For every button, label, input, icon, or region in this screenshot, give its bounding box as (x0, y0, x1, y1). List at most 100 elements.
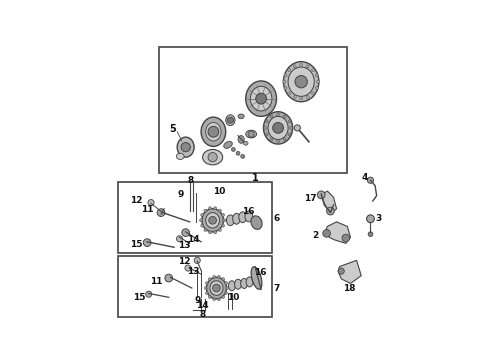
Circle shape (318, 191, 325, 199)
Text: 2: 2 (312, 231, 318, 240)
Ellipse shape (246, 277, 253, 287)
Circle shape (300, 64, 303, 67)
Circle shape (326, 207, 334, 215)
Circle shape (312, 68, 315, 72)
Circle shape (367, 215, 374, 222)
Ellipse shape (226, 115, 235, 126)
Circle shape (218, 275, 220, 278)
Circle shape (204, 228, 207, 231)
Circle shape (218, 228, 221, 231)
Circle shape (338, 268, 344, 274)
Circle shape (300, 97, 303, 100)
Text: 13: 13 (187, 267, 199, 276)
Text: 14: 14 (187, 235, 200, 244)
Ellipse shape (238, 114, 244, 119)
Circle shape (208, 278, 211, 280)
Circle shape (315, 86, 318, 90)
Circle shape (270, 138, 273, 141)
Circle shape (225, 282, 227, 284)
Circle shape (295, 76, 307, 88)
Circle shape (277, 140, 279, 143)
Text: 7: 7 (273, 284, 280, 293)
Circle shape (208, 126, 219, 137)
Ellipse shape (246, 130, 257, 138)
Circle shape (266, 133, 268, 136)
Polygon shape (324, 222, 350, 243)
Ellipse shape (284, 62, 319, 102)
Circle shape (148, 199, 154, 206)
Ellipse shape (288, 67, 314, 96)
Text: 17: 17 (304, 194, 317, 203)
Circle shape (227, 117, 233, 123)
Ellipse shape (251, 267, 262, 289)
Text: 16: 16 (242, 207, 254, 216)
Ellipse shape (226, 215, 234, 226)
Text: 4: 4 (362, 174, 368, 183)
Circle shape (342, 234, 350, 242)
Circle shape (204, 287, 207, 289)
Text: 12: 12 (130, 196, 143, 205)
Ellipse shape (239, 212, 246, 222)
Circle shape (194, 257, 200, 264)
Circle shape (284, 86, 287, 90)
Circle shape (283, 138, 286, 141)
Circle shape (199, 219, 203, 222)
Circle shape (208, 153, 217, 162)
Ellipse shape (224, 141, 232, 148)
Circle shape (231, 148, 235, 152)
Ellipse shape (268, 116, 288, 139)
Circle shape (222, 278, 224, 280)
Text: 12: 12 (178, 257, 191, 266)
Circle shape (288, 133, 291, 136)
Circle shape (306, 65, 309, 68)
Bar (118, 182, 272, 253)
Ellipse shape (176, 153, 184, 159)
Circle shape (368, 177, 373, 183)
Circle shape (315, 74, 318, 77)
Circle shape (157, 209, 165, 216)
Text: 9: 9 (194, 296, 200, 305)
Circle shape (214, 231, 217, 234)
Ellipse shape (250, 86, 272, 111)
Polygon shape (338, 260, 361, 283)
Circle shape (222, 296, 224, 298)
Circle shape (283, 80, 286, 83)
Circle shape (209, 216, 217, 224)
Circle shape (146, 291, 152, 297)
Circle shape (209, 207, 212, 210)
Circle shape (226, 287, 229, 289)
Text: 1: 1 (251, 173, 258, 183)
Circle shape (368, 232, 373, 237)
Circle shape (201, 213, 204, 216)
Ellipse shape (206, 213, 220, 228)
Circle shape (284, 74, 287, 77)
Circle shape (222, 219, 226, 222)
Circle shape (323, 230, 330, 237)
Text: 10: 10 (227, 293, 240, 302)
Circle shape (143, 239, 151, 247)
Text: 5: 5 (169, 125, 176, 134)
Text: 14: 14 (196, 301, 209, 310)
Ellipse shape (233, 213, 241, 224)
Circle shape (270, 115, 273, 118)
Circle shape (294, 125, 300, 131)
Circle shape (209, 231, 212, 234)
Ellipse shape (206, 122, 221, 141)
Text: 18: 18 (343, 284, 355, 293)
Text: 8: 8 (199, 310, 206, 319)
Ellipse shape (235, 279, 242, 289)
Ellipse shape (245, 211, 253, 222)
Circle shape (236, 152, 240, 155)
Ellipse shape (241, 278, 247, 288)
Circle shape (218, 298, 220, 301)
Circle shape (256, 93, 267, 104)
Circle shape (204, 209, 207, 212)
Ellipse shape (238, 136, 244, 143)
Ellipse shape (244, 141, 248, 145)
Text: 11: 11 (150, 278, 163, 287)
Circle shape (181, 143, 190, 152)
Circle shape (293, 65, 296, 68)
Circle shape (225, 292, 227, 294)
Ellipse shape (177, 137, 194, 157)
Circle shape (185, 265, 191, 271)
